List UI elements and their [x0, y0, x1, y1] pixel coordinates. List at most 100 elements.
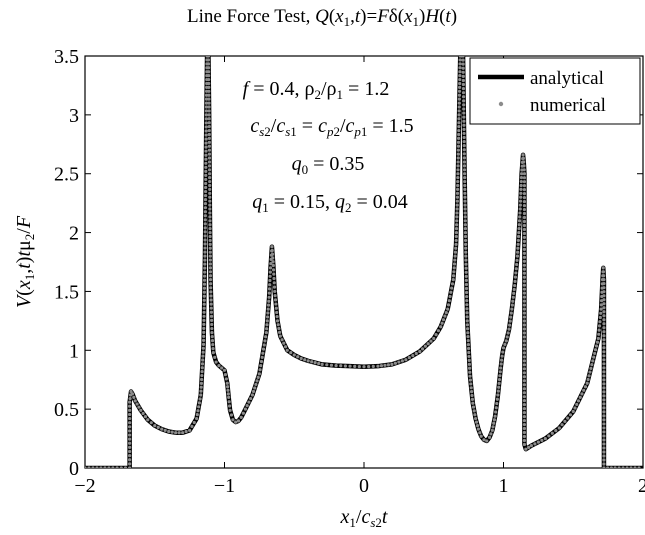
numerical-point — [207, 117, 211, 121]
numerical-point — [522, 231, 527, 236]
numerical-point — [202, 318, 206, 322]
numerical-point — [461, 82, 466, 87]
numerical-point — [200, 373, 204, 378]
numerical-point — [478, 431, 482, 435]
numerical-point — [522, 307, 527, 311]
numerical-point — [462, 115, 466, 119]
numerical-point — [167, 429, 171, 434]
numerical-point — [524, 447, 528, 451]
numerical-point — [593, 348, 598, 352]
numerical-point — [234, 420, 238, 424]
numerical-point — [495, 401, 499, 406]
numerical-point — [517, 230, 521, 235]
numerical-point — [463, 215, 467, 219]
numerical-point — [446, 303, 451, 307]
numerical-point — [203, 262, 207, 266]
numerical-point — [263, 339, 267, 343]
numerical-point — [207, 148, 212, 152]
numerical-point — [462, 123, 466, 127]
numerical-point — [573, 406, 577, 410]
numerical-point — [454, 227, 459, 231]
numerical-point — [160, 427, 164, 431]
numerical-point — [128, 433, 132, 437]
numerical-point — [461, 74, 465, 78]
numerical-point — [513, 275, 518, 279]
numerical-point — [601, 270, 606, 274]
numerical-point — [522, 323, 527, 327]
numerical-point — [599, 307, 603, 311]
numerical-point — [197, 401, 201, 405]
numerical-point — [202, 278, 207, 282]
numerical-point — [353, 364, 357, 368]
numerical-point — [465, 307, 469, 311]
numerical-point — [211, 351, 215, 355]
numerical-point — [202, 334, 206, 338]
numerical-point — [463, 191, 467, 195]
numerical-point — [209, 298, 213, 302]
numerical-point — [463, 227, 468, 231]
numerical-point — [273, 294, 277, 298]
y-tick-label: 0.5 — [54, 399, 79, 421]
numerical-point — [464, 254, 468, 258]
numerical-point — [522, 367, 527, 371]
numerical-point — [602, 302, 606, 306]
numerical-point — [461, 70, 465, 74]
numerical-point — [208, 254, 212, 258]
numerical-point — [203, 230, 207, 234]
numerical-point — [329, 363, 334, 367]
numerical-point — [208, 183, 212, 188]
numerical-point — [522, 438, 527, 443]
x-axis-label: x1/cs2t — [340, 506, 388, 530]
numerical-point — [503, 342, 507, 346]
numerical-point — [522, 172, 527, 176]
numerical-point — [458, 81, 462, 86]
numerical-point — [453, 254, 457, 258]
numerical-point — [602, 426, 606, 430]
numerical-point — [130, 392, 135, 396]
numerical-point — [476, 427, 480, 431]
numerical-point — [602, 278, 606, 282]
numerical-point — [571, 409, 575, 414]
numerical-point — [202, 298, 206, 302]
numerical-point — [493, 414, 497, 418]
x-tick-label: 1 — [499, 475, 509, 497]
numerical-point — [103, 466, 107, 468]
numerical-point — [516, 242, 520, 246]
numerical-point — [457, 132, 461, 137]
numerical-point — [227, 400, 231, 404]
numerical-point — [462, 107, 466, 111]
numerical-point — [458, 62, 462, 66]
numerical-point — [271, 260, 275, 264]
numerical-point — [602, 358, 606, 362]
numerical-point — [463, 230, 468, 235]
numerical-point — [411, 353, 415, 358]
numerical-point — [204, 109, 209, 113]
numerical-point — [464, 250, 468, 254]
numerical-point — [522, 180, 527, 184]
numerical-point — [268, 278, 272, 283]
numerical-point — [450, 286, 454, 290]
numerical-point — [461, 58, 465, 62]
numerical-point — [426, 342, 430, 346]
numerical-point — [500, 358, 504, 362]
numerical-point — [522, 243, 527, 247]
numerical-point — [156, 425, 160, 429]
numerical-point — [518, 215, 522, 219]
numerical-point — [522, 426, 527, 431]
numerical-point — [249, 396, 253, 401]
numerical-point — [521, 156, 525, 161]
numerical-point — [208, 230, 212, 235]
numerical-point — [597, 328, 601, 332]
numerical-point — [455, 191, 460, 195]
numerical-point — [128, 437, 132, 441]
numerical-point — [513, 279, 517, 283]
numerical-point — [367, 364, 371, 369]
numerical-point — [204, 137, 208, 141]
numerical-point — [463, 211, 467, 215]
numerical-point — [208, 246, 212, 250]
numerical-point — [195, 413, 199, 417]
numerical-point — [208, 270, 213, 274]
numerical-point — [509, 315, 513, 319]
numerical-point — [128, 421, 132, 425]
numerical-point — [590, 363, 594, 367]
